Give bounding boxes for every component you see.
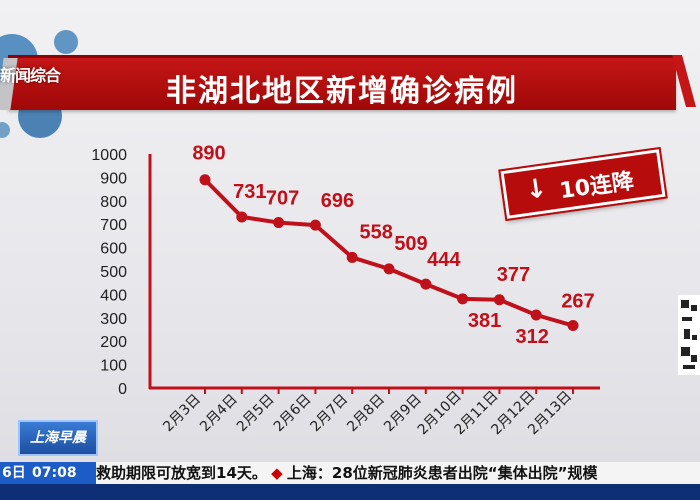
- data-label: 444: [427, 249, 461, 271]
- y-tick-label: 1000: [91, 147, 127, 164]
- down-arrow-icon: ↓: [523, 173, 550, 206]
- banner-tail-decoration: [672, 55, 696, 107]
- ticker-text-1: 救助期限可放宽到14天。: [96, 464, 267, 482]
- x-tick-label: 2月3日: [160, 391, 204, 435]
- data-label: 558: [360, 221, 393, 243]
- data-point: [567, 320, 579, 332]
- x-tick-label: 2月7日: [308, 391, 352, 435]
- ticker-text-2: 28位新冠肺炎患者出院“集体出院”规模: [331, 464, 598, 482]
- y-tick-label: 800: [100, 194, 127, 211]
- x-tick-label: 2月8日: [344, 391, 388, 435]
- bottom-strip: [0, 484, 700, 500]
- data-label: 377: [497, 264, 530, 286]
- station-logo: 上海早晨: [18, 420, 98, 456]
- y-tick-label: 0: [118, 381, 127, 398]
- data-point: [493, 294, 505, 306]
- data-label: 312: [516, 326, 549, 348]
- y-tick-label: 400: [100, 287, 127, 304]
- x-tick-label: 2月5日: [234, 391, 278, 435]
- data-label: 267: [561, 291, 594, 313]
- x-tick-label: 2月4日: [197, 391, 241, 435]
- qr-code-icon: [678, 295, 700, 375]
- news-ticker: 救助期限可放宽到14天。 ◆ 上海：28位新冠肺炎患者出院“集体出院”规模: [96, 462, 700, 484]
- data-label: 890: [192, 143, 225, 165]
- data-label: 509: [394, 233, 427, 255]
- data-point: [383, 263, 395, 275]
- x-tick-label: 2月6日: [271, 391, 315, 435]
- title-banner: 非湖北地区新增确诊病例: [8, 55, 676, 110]
- time-bar: 6日 07:08: [0, 462, 96, 484]
- y-tick-label: 700: [100, 217, 127, 234]
- data-point: [346, 251, 358, 263]
- data-point: [420, 278, 432, 290]
- data-point: [457, 293, 469, 305]
- y-tick-label: 900: [100, 170, 127, 187]
- data-label: 381: [468, 310, 501, 332]
- y-tick-label: 100: [100, 358, 127, 375]
- data-point: [273, 217, 285, 229]
- data-point: [530, 309, 542, 321]
- y-tick-label: 500: [100, 264, 127, 281]
- data-point: [236, 211, 248, 223]
- date-text: 6日: [2, 465, 26, 481]
- ticker-city: 上海：: [286, 464, 332, 482]
- y-tick-label: 200: [100, 334, 127, 351]
- y-tick-label: 600: [100, 241, 127, 258]
- data-label: 707: [266, 188, 299, 210]
- data-point: [309, 219, 321, 231]
- clock-text: 07:08: [32, 465, 77, 481]
- channel-logo: 新闻综合: [0, 66, 61, 85]
- y-tick-label: 300: [100, 311, 127, 328]
- data-label: 731: [233, 181, 266, 203]
- data-label: 696: [321, 190, 354, 212]
- chart-title: 非湖北地区新增确诊病例: [166, 74, 518, 109]
- data-point: [199, 174, 211, 186]
